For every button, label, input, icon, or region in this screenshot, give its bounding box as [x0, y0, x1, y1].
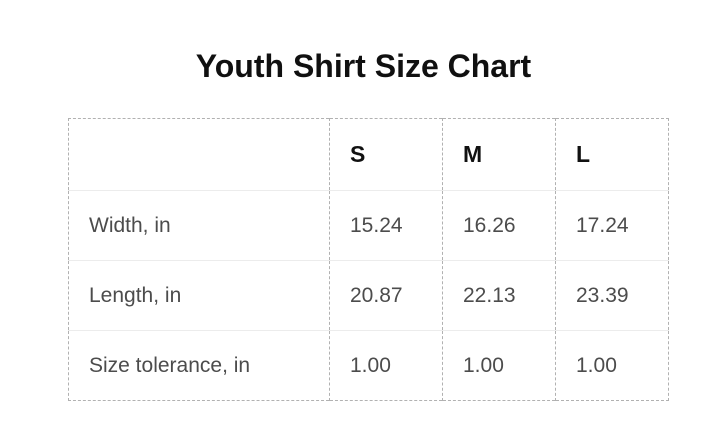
- row-label: Length, in: [68, 260, 330, 331]
- table-row-width: Width, in 15.24 16.26 17.24: [68, 190, 669, 261]
- table-cell: 1.00: [555, 330, 669, 401]
- table-cell: 1.00: [442, 330, 556, 401]
- table-cell: 17.24: [555, 190, 669, 261]
- table-cell: 1.00: [329, 330, 443, 401]
- column-header-empty: [69, 119, 330, 191]
- table-row-size-tolerance: Size tolerance, in 1.00 1.00 1.00: [68, 330, 669, 401]
- table-cell: 23.39: [555, 260, 669, 331]
- table-cell: 20.87: [329, 260, 443, 331]
- table-cell: 15.24: [329, 190, 443, 261]
- table-row-length: Length, in 20.87 22.13 23.39: [68, 260, 669, 331]
- table-cell: 16.26: [442, 190, 556, 261]
- table-cell: 22.13: [442, 260, 556, 331]
- size-chart-table: S M L Width, in 15.24 16.26 17.24 Length…: [68, 118, 669, 401]
- row-label: Size tolerance, in: [68, 330, 330, 401]
- column-header-s: S: [329, 118, 443, 191]
- row-label: Width, in: [68, 190, 330, 261]
- page-title: Youth Shirt Size Chart: [195, 48, 532, 84]
- column-header-l: L: [555, 118, 669, 191]
- column-header-m: M: [442, 118, 556, 191]
- table-header-row: S M L: [69, 118, 669, 191]
